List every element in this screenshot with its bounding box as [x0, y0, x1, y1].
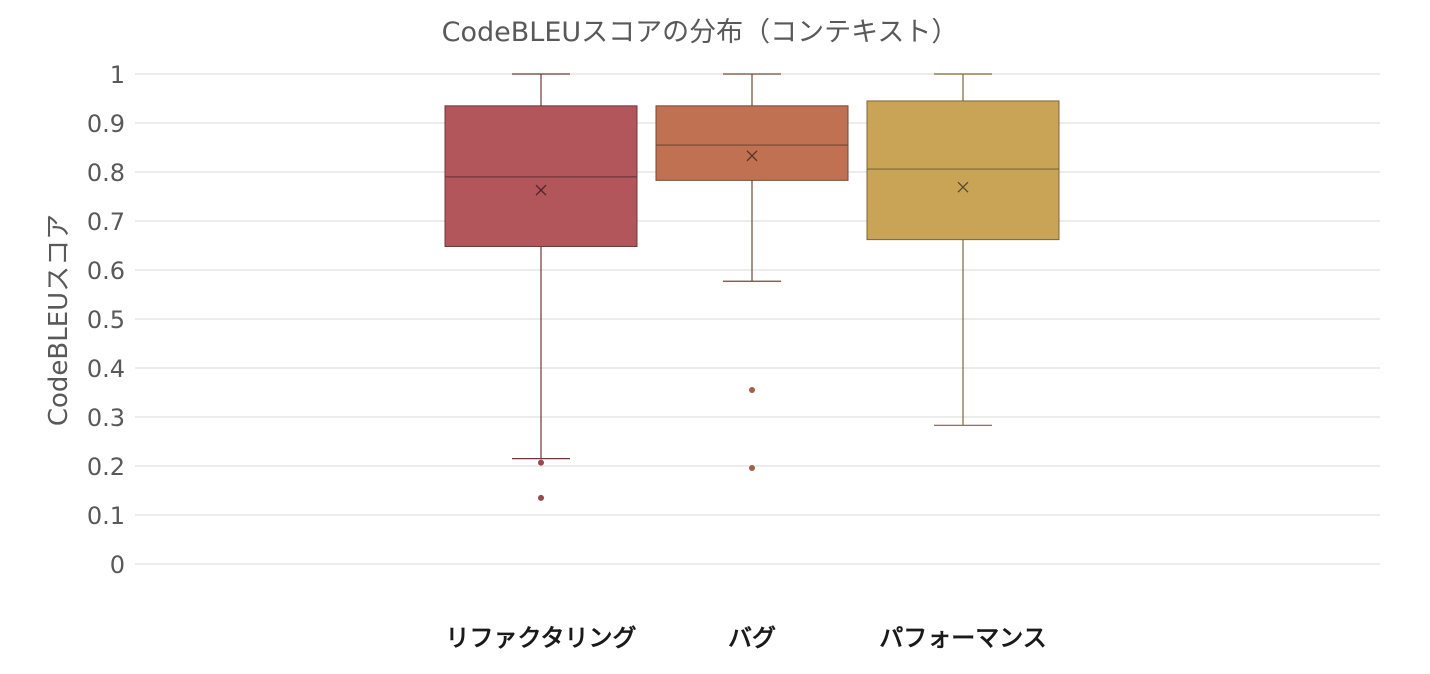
- mean-marker: [957, 181, 969, 193]
- y-tick-label: 0.5: [87, 306, 125, 334]
- mean-marker: [746, 150, 758, 162]
- box-iqr: [444, 105, 638, 247]
- y-axis-label: CodeBLEUスコア: [44, 214, 74, 426]
- box-group: [444, 73, 638, 501]
- y-axis-ticks: 0 0.1 0.2 0.3 0.4 0.5 0.6 0.7 0.8 0.9 1: [87, 61, 125, 579]
- y-tick-label: 0.7: [87, 208, 125, 236]
- x-axis-categories: リファクタリング バグ パフォーマンス: [445, 624, 1046, 652]
- outlier-point: [749, 464, 755, 471]
- y-tick-label: 0.1: [87, 502, 125, 530]
- y-tick-label: 0.2: [87, 453, 125, 481]
- category-label: パフォーマンス: [879, 624, 1047, 652]
- category-label: バグ: [728, 624, 776, 652]
- chart-title: CodeBLEUスコアの分布（コンテキスト）: [442, 17, 959, 48]
- mean-marker: [535, 184, 547, 196]
- boxes: [444, 73, 1060, 501]
- outlier-point: [749, 387, 755, 394]
- box-group: [866, 73, 1060, 426]
- y-tick-label: 0.6: [87, 257, 125, 285]
- y-tick-label: 0.9: [87, 110, 125, 138]
- box-group: [655, 73, 849, 471]
- outlier-point: [538, 494, 544, 501]
- y-tick-label: 0.3: [87, 404, 125, 432]
- y-tick-label: 0.8: [87, 159, 125, 187]
- box-iqr: [655, 105, 849, 181]
- outlier-point: [538, 459, 544, 466]
- box-iqr: [866, 100, 1060, 241]
- y-tick-label: 0: [110, 551, 125, 579]
- category-label: リファクタリング: [445, 624, 636, 652]
- y-tick-label: 1: [110, 61, 125, 89]
- y-tick-label: 0.4: [87, 355, 125, 383]
